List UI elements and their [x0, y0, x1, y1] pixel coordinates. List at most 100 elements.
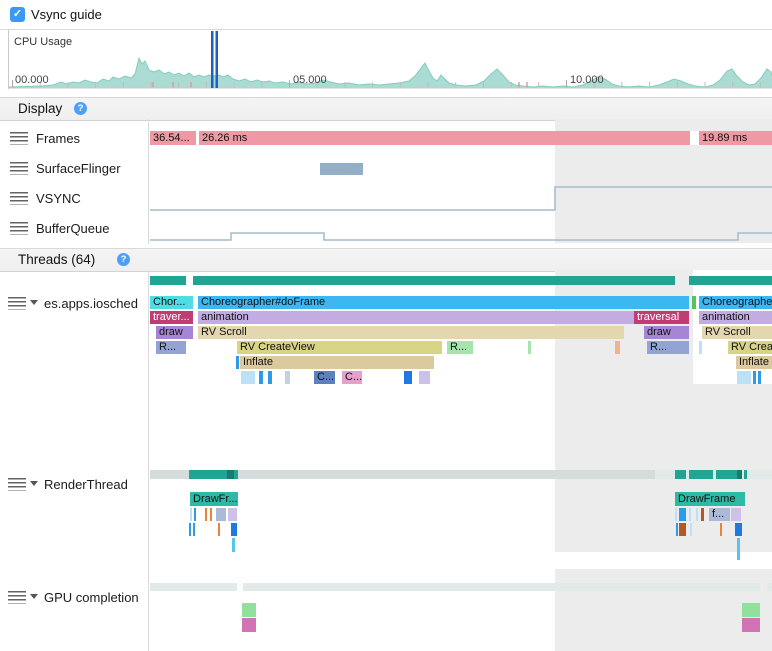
iosched-trace-row4-span[interactable]: R... [647, 341, 689, 354]
renderthread-row-b-span[interactable] [690, 523, 692, 536]
renderthread-row-b-span[interactable] [189, 523, 191, 536]
iosched-trace-row6-span[interactable] [268, 371, 272, 384]
gpu-completion-strip-span[interactable] [767, 583, 772, 591]
renderthread-state-strip-span[interactable] [675, 470, 686, 479]
renderthread-row-a-span[interactable] [205, 508, 207, 521]
iosched-trace-row2-span[interactable]: traversal [634, 311, 689, 324]
renderthread-row-b-span[interactable] [679, 523, 686, 536]
iosched-trace-row4-span[interactable] [528, 341, 531, 354]
renderthread-state-strip-span[interactable] [227, 470, 234, 479]
iosched-collapse-icon[interactable] [30, 300, 38, 305]
iosched-trace-row6-span[interactable] [753, 371, 756, 384]
renderthread-row-a-span[interactable] [696, 508, 698, 521]
renderthread-row-a-span[interactable] [701, 508, 704, 521]
frames-bar-span[interactable]: 19.89 ms [699, 131, 772, 145]
renderthread-row-c-span[interactable] [737, 538, 740, 560]
gpu-completion-green-span[interactable] [742, 603, 760, 617]
iosched-trace-row6-span[interactable] [404, 371, 412, 384]
iosched-trace-row2-span[interactable]: animation [198, 311, 634, 324]
renderthread-row-c-span[interactable] [232, 538, 235, 552]
iosched-trace-row2-span[interactable]: traver... [150, 311, 193, 324]
gpu-completion-collapse-icon[interactable] [30, 594, 38, 599]
iosched-trace-row4-span[interactable] [615, 341, 620, 354]
iosched-trace-row4-span[interactable] [699, 341, 702, 354]
iosched-trace-row6-span[interactable] [241, 371, 255, 384]
renderthread-row-a-span[interactable] [228, 508, 237, 521]
iosched-state-strip-span[interactable] [150, 276, 186, 285]
frames-bar-span[interactable]: 26.26 ms [199, 131, 690, 145]
iosched-trace-row6-span[interactable] [737, 371, 751, 384]
renderthread-row-a-span[interactable]: f... [709, 508, 730, 521]
renderthread-drawframe-span[interactable]: DrawFrame [675, 492, 745, 506]
renderthread-state-strip-span[interactable] [716, 470, 737, 479]
iosched-trace-row6-span[interactable]: C... [314, 371, 335, 384]
iosched-trace-row1-span[interactable]: Choreographer#doFrame [198, 296, 689, 309]
iosched-trace-row4-span[interactable]: RV CreateView [728, 341, 772, 354]
iosched-trace-row6-span[interactable] [259, 371, 263, 384]
renderthread-row-b-span[interactable] [735, 523, 742, 536]
gpu-completion-strip-span[interactable] [150, 583, 237, 591]
frames-bar-span[interactable] [690, 131, 699, 145]
gpu-completion-strip-span[interactable] [243, 583, 760, 591]
frames-bar-span[interactable]: 36.54... [150, 131, 196, 145]
renderthread-state-strip-span[interactable] [744, 470, 747, 479]
iosched-drag-handle[interactable] [8, 297, 26, 310]
gpu-completion-drag-handle[interactable] [8, 591, 26, 604]
iosched-trace-row6-span[interactable] [758, 371, 761, 384]
frames-drag-handle[interactable] [10, 132, 28, 145]
iosched-trace-row3-span[interactable]: RV Scroll [198, 326, 624, 339]
surfaceflinger-bar-span[interactable] [320, 163, 363, 175]
display-help-icon[interactable]: ? [74, 102, 87, 115]
cpu-usage-chart[interactable] [9, 30, 772, 89]
renderthread-state-strip-span[interactable] [689, 470, 713, 479]
bufferqueue-drag-handle[interactable] [10, 222, 28, 235]
renderthread-row-a-span[interactable] [689, 508, 691, 521]
renderthread-row-a-span[interactable] [675, 508, 677, 521]
renderthread-row-a-span[interactable] [679, 508, 686, 521]
renderthread-state-strip-span[interactable] [737, 470, 742, 479]
iosched-state-strip-span[interactable] [689, 276, 772, 285]
renderthread-row-a-span[interactable] [210, 508, 212, 521]
iosched-trace-row3-span[interactable]: draw [156, 326, 193, 339]
iosched-trace-row1-span[interactable] [692, 296, 696, 309]
renderthread-row-a-span[interactable] [190, 508, 192, 521]
iosched-trace-row6-span[interactable] [285, 371, 290, 384]
iosched-trace-row6-span[interactable]: C... [342, 371, 362, 384]
renderthread-row-a-span[interactable] [194, 508, 196, 521]
iosched-trace-row1-span[interactable]: Chor... [150, 296, 193, 309]
iosched-trace-row1-span[interactable]: Choreographer#doFrame [699, 296, 772, 309]
renderthread-row-a-span[interactable] [216, 508, 226, 521]
surfaceflinger-drag-handle[interactable] [10, 162, 28, 175]
vsync-drag-handle[interactable] [10, 192, 28, 205]
renderthread-drawframe-span[interactable]: DrawFr... [190, 492, 238, 506]
renderthread-row-b-span[interactable] [193, 523, 195, 536]
gpu-completion-pink-span[interactable] [742, 618, 760, 632]
iosched-trace-row3-span[interactable]: draw [644, 326, 689, 339]
gpu-completion-green-span[interactable] [242, 603, 256, 617]
iosched-trace-row2-span[interactable]: animation [699, 311, 772, 324]
renderthread-row-b-span[interactable] [676, 523, 678, 536]
iosched-trace-row5-span[interactable] [236, 356, 239, 369]
renderthread-row-b-span[interactable] [720, 523, 722, 536]
renderthread-state-strip-span[interactable] [189, 470, 238, 479]
renderthread-row-a-span[interactable] [731, 508, 741, 521]
threads-help-icon[interactable]: ? [117, 253, 130, 266]
iosched-trace-row4-span[interactable]: R... [156, 341, 186, 354]
iosched-trace-row3-span[interactable]: RV Scroll [702, 326, 772, 339]
gpu-completion-pink-span[interactable] [242, 618, 256, 632]
renderthread-row-b-span[interactable] [218, 523, 220, 536]
cpu-usage-panel[interactable]: CPU Usage 00.000 05.000 10.000 [8, 30, 772, 89]
renderthread-collapse-icon[interactable] [30, 481, 38, 486]
iosched-state-strip-span[interactable] [193, 276, 675, 285]
iosched-trace-row6-span[interactable] [419, 371, 430, 384]
iosched-trace-row5-span[interactable]: Inflate [240, 356, 434, 369]
iosched-trace-row5-span[interactable]: Inflate [736, 356, 772, 369]
iosched-trace-row4-span[interactable]: RV CreateView [237, 341, 442, 354]
renderthread-state-strip-span[interactable] [655, 470, 772, 479]
frames-bar-span[interactable] [196, 131, 199, 145]
renderthread-state-strip-span[interactable] [150, 470, 655, 479]
renderthread-row-b-span[interactable] [231, 523, 237, 536]
iosched-trace-row4-span[interactable]: R... [447, 341, 473, 354]
renderthread-drag-handle[interactable] [8, 478, 26, 491]
vsync-guide-checkbox[interactable]: ✓ [10, 7, 25, 22]
